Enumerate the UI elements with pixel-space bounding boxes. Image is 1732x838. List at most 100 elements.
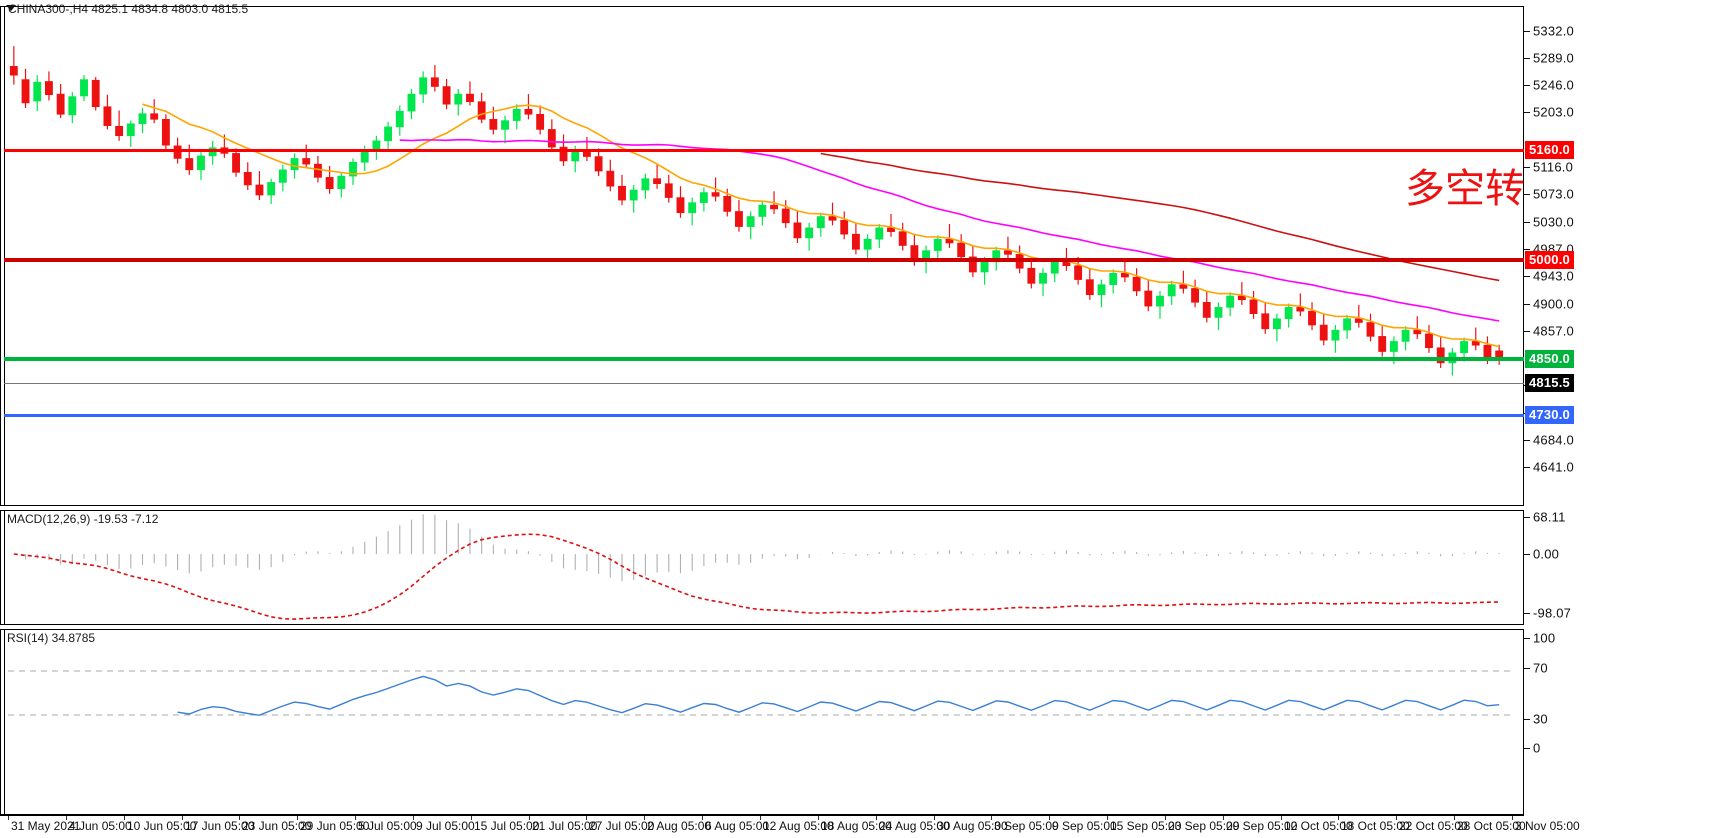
scale-label-5203-0: 5203.0	[1533, 104, 1574, 120]
time-tick	[66, 816, 67, 820]
hline-4815	[4, 383, 1524, 384]
time-tick	[124, 816, 125, 820]
macd-label: MACD(12,26,9) -19.53 -7.12	[7, 512, 159, 526]
price-chart-panel[interactable]	[0, 6, 1524, 506]
scale-label-4900-0: 4900.0	[1533, 296, 1574, 312]
scale-label-5246-0: 5246.0	[1533, 77, 1574, 93]
price-badge-5000-0[interactable]: 5000.0	[1525, 251, 1574, 269]
time-label: 9 Sep 05:00	[1052, 819, 1117, 833]
time-label: 18 Oct 05:00	[1341, 819, 1410, 833]
scale-tick	[1524, 112, 1530, 114]
time-tick	[297, 816, 298, 820]
time-label: 27 Jul 05:00	[589, 819, 655, 833]
macd-scale-9807: -98.07	[1533, 605, 1572, 621]
time-label: 10 Jun 05:00	[127, 819, 197, 833]
time-label: 4 Jun 05:00	[69, 819, 132, 833]
macd-series-layer	[13, 514, 1500, 620]
time-tick	[991, 816, 992, 820]
time-label: 21 Jul 05:00	[532, 819, 598, 833]
time-tick	[471, 816, 472, 820]
time-tick	[1512, 816, 1513, 820]
time-label: 3 Sep 05:00	[994, 819, 1059, 833]
panel-inner-edge	[4, 511, 5, 624]
time-label: 23 Jun 05:00	[242, 819, 312, 833]
time-tick	[182, 816, 183, 820]
time-label: 9 Jul 05:00	[416, 819, 475, 833]
rsi-panel[interactable]	[0, 629, 1524, 815]
rsi-label: RSI(14) 34.8785	[7, 631, 96, 645]
hline-5160	[4, 149, 1524, 152]
time-tick	[239, 816, 240, 820]
price-badge-4850-0[interactable]: 4850.0	[1525, 350, 1574, 368]
time-tick	[702, 816, 703, 820]
symbol-header: CHINA300-,H4 4825.1 4834.8 4803.0 4815.5	[8, 2, 249, 16]
time-label: 15 Jul 05:00	[474, 819, 540, 833]
scale-tick	[1524, 248, 1530, 250]
scale-label-5116-0: 5116.0	[1533, 159, 1573, 175]
time-tick	[355, 816, 356, 820]
rsi-scale-70: 70	[1533, 660, 1548, 676]
time-tick	[1107, 816, 1108, 820]
scale-tick	[1524, 194, 1530, 196]
macd-scale-000: 0.00	[1533, 546, 1560, 562]
triangle-down-icon[interactable]	[6, 5, 16, 11]
time-label: 29 Sep 05:00	[1226, 819, 1298, 833]
time-label: 6 Aug 05:00	[705, 819, 770, 833]
time-tick	[760, 816, 761, 820]
time-label: 22 Oct 05:00	[1399, 819, 1468, 833]
scale-tick	[1524, 303, 1530, 305]
time-tick	[818, 816, 819, 820]
time-label: 30 Aug 05:00	[937, 819, 1008, 833]
panel-inner-edge	[4, 630, 5, 814]
time-label: 12 Oct 05:00	[1284, 819, 1353, 833]
scale-tick	[1524, 638, 1530, 639]
time-label: 31 May 2021	[11, 819, 81, 833]
time-tick	[8, 816, 9, 820]
hline-4850	[4, 357, 1524, 361]
time-label: 24 Aug 05:00	[879, 819, 950, 833]
time-label: 17 Jun 05:00	[185, 819, 255, 833]
scale-label-5073-0: 5073.0	[1533, 186, 1574, 202]
scale-tick	[1524, 554, 1530, 555]
time-label: 23 Sep 05:00	[1168, 819, 1240, 833]
price-badge-4730-0[interactable]: 4730.0	[1525, 406, 1574, 424]
time-tick	[934, 816, 935, 820]
time-label: 2 Aug 05:00	[647, 819, 712, 833]
time-tick	[876, 816, 877, 820]
time-label: 5 Jul 05:00	[358, 819, 417, 833]
time-label: 12 Aug 05:00	[763, 819, 834, 833]
macd-scale-6811: 68.11	[1533, 509, 1566, 525]
time-label: 3 Nov 05:00	[1515, 819, 1580, 833]
price-badge-5160-0[interactable]: 5160.0	[1525, 141, 1574, 159]
scale-tick	[1524, 58, 1530, 60]
rsi-scale-100: 100	[1533, 630, 1556, 646]
price-scale[interactable]: 5332.0 5289.0 5246.0 5203.0 5116.0 5073.0 5030…	[1524, 0, 1732, 838]
scale-label-4943-0: 4943.0	[1533, 268, 1574, 284]
time-tick	[1454, 816, 1455, 820]
scale-label-4684-0: 4684.0	[1533, 432, 1574, 448]
macd-panel[interactable]	[0, 510, 1524, 625]
hline-4730	[4, 414, 1524, 417]
panel-inner-edge	[4, 7, 5, 505]
scale-label-4641-0: 4641.0	[1533, 459, 1574, 475]
scale-tick	[1524, 85, 1530, 87]
scale-tick	[1524, 276, 1530, 278]
scale-tick	[1524, 748, 1530, 749]
time-tick	[529, 816, 530, 820]
scale-tick	[1524, 31, 1530, 32]
hline-5000	[4, 258, 1524, 262]
price-badge-4815-5[interactable]: 4815.5	[1525, 374, 1574, 392]
rsi-scale-0: 0	[1533, 740, 1541, 756]
scale-tick	[1524, 330, 1530, 332]
rsi-series-layer	[8, 670, 1512, 716]
time-axis[interactable]: 31 May 2021 4 Jun 05:00 10 Jun 05:00 17 Jun…	[0, 815, 1580, 838]
scale-label-5289-0: 5289.0	[1533, 50, 1574, 66]
time-tick	[1223, 816, 1224, 820]
time-tick	[1165, 816, 1166, 820]
scale-tick	[1524, 719, 1530, 720]
time-tick	[586, 816, 587, 820]
time-tick	[1338, 816, 1339, 820]
time-label: 28 Oct 05:00	[1457, 819, 1526, 833]
price-series-layer	[9, 46, 1504, 376]
